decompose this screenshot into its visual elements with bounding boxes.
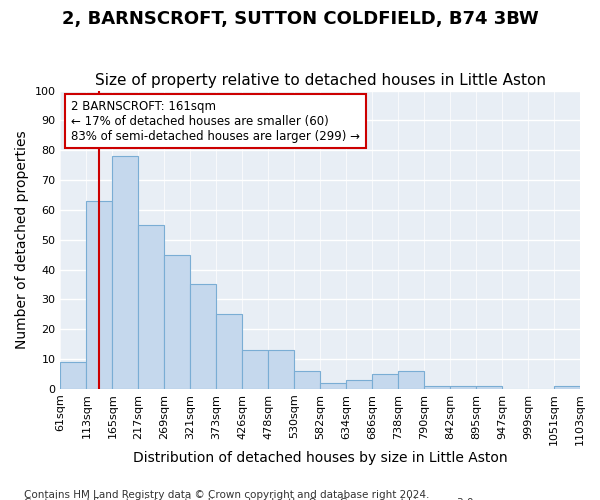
Bar bbox=[216, 314, 242, 389]
Title: Size of property relative to detached houses in Little Aston: Size of property relative to detached ho… bbox=[95, 73, 546, 88]
Bar bbox=[242, 350, 268, 389]
Bar bbox=[554, 386, 580, 389]
Text: 2 BARNSCROFT: 161sqm
← 17% of detached houses are smaller (60)
83% of semi-detac: 2 BARNSCROFT: 161sqm ← 17% of detached h… bbox=[71, 100, 360, 142]
Text: Contains public sector information licensed under the Open Government Licence v3: Contains public sector information licen… bbox=[24, 498, 477, 500]
Bar bbox=[372, 374, 398, 389]
Bar bbox=[268, 350, 294, 389]
Y-axis label: Number of detached properties: Number of detached properties bbox=[15, 130, 29, 349]
Bar bbox=[398, 371, 424, 389]
Bar bbox=[450, 386, 476, 389]
Bar bbox=[86, 201, 112, 389]
Bar bbox=[61, 362, 86, 389]
Bar bbox=[112, 156, 139, 389]
Bar bbox=[320, 383, 346, 389]
Bar bbox=[294, 371, 320, 389]
Text: 2, BARNSCROFT, SUTTON COLDFIELD, B74 3BW: 2, BARNSCROFT, SUTTON COLDFIELD, B74 3BW bbox=[62, 10, 538, 28]
Bar bbox=[139, 225, 164, 389]
Bar bbox=[190, 284, 216, 389]
Bar bbox=[424, 386, 450, 389]
Bar bbox=[346, 380, 372, 389]
Bar bbox=[164, 254, 190, 389]
Text: Contains HM Land Registry data © Crown copyright and database right 2024.: Contains HM Land Registry data © Crown c… bbox=[24, 490, 430, 500]
Bar bbox=[476, 386, 502, 389]
X-axis label: Distribution of detached houses by size in Little Aston: Distribution of detached houses by size … bbox=[133, 451, 508, 465]
